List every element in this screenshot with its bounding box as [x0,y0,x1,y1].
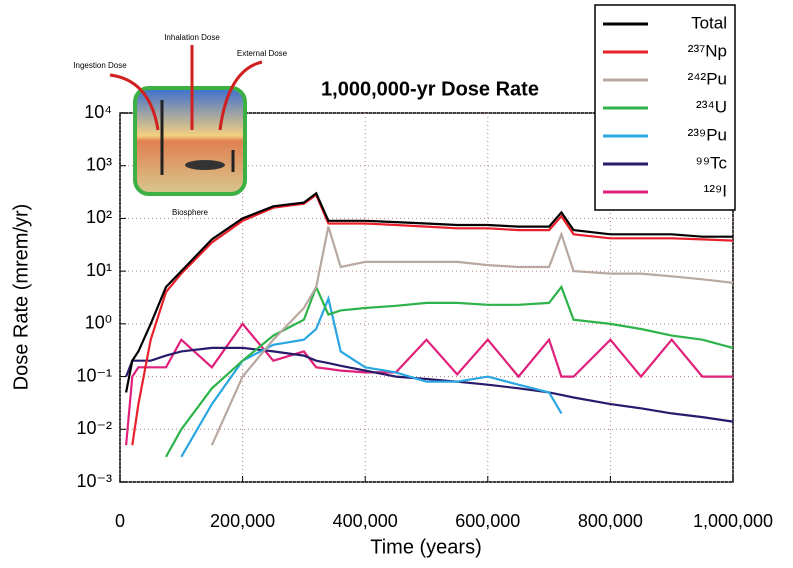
legend-label: ⁹⁹Tc [695,153,727,172]
y-axis-label: Dose Rate (mrem/yr) [10,204,32,391]
legend-label: Total [691,13,727,32]
legend-label: ²³⁴U [696,97,727,116]
y-tick-label: 10¹ [86,260,112,280]
y-tick-label: 10⁻¹ [76,365,112,385]
x-tick-label: 800,000 [578,511,643,531]
y-tick-label: 10⁰ [85,313,112,333]
legend-label: ¹²⁹I [704,181,727,200]
annotation: External Dose [237,49,288,58]
legend: Total ²³⁷Np ²⁴²Pu ²³⁴U ²³⁹Pu ⁹⁹Tc ¹²⁹I [594,4,736,211]
x-tick-label: 600,000 [455,511,520,531]
x-tick-label: 1,000,000 [693,511,773,531]
arrow [109,73,160,131]
arrow [218,60,263,131]
biosphere-icon: Ingestion Dose Inhalation Dose External … [73,33,287,217]
x-tick-label: 200,000 [210,511,275,531]
y-tick-label: 10⁻² [76,418,112,438]
legend-label: ²³⁷Np [688,41,727,60]
series-line [180,295,563,458]
series-line [210,226,734,446]
series-line [131,193,734,446]
chart-title: 1,000,000-yr Dose Rate [321,78,539,100]
series-line [125,191,733,393]
series-line [125,322,733,446]
annotation: Biosphere [172,208,209,217]
y-tick-label: 10⁴ [84,102,112,122]
x-tick-label: 400,000 [333,511,398,531]
series-line [125,346,734,423]
series-line [165,284,734,458]
legend-label: ²³⁹Pu [688,125,727,144]
y-tick-label: 10² [86,207,112,227]
x-tick-label: 0 [115,511,125,531]
lines [125,191,734,458]
grid [119,112,734,483]
y-tick-label: 10⁻³ [76,471,112,491]
icon-pond [185,160,225,170]
y-tick-label: 10³ [86,154,112,174]
annotation: Ingestion Dose [73,61,127,70]
legend-label: ²⁴²Pu [688,69,727,88]
annotation: Inhalation Dose [164,33,220,42]
x-axis-label: Time (years) [370,536,481,558]
